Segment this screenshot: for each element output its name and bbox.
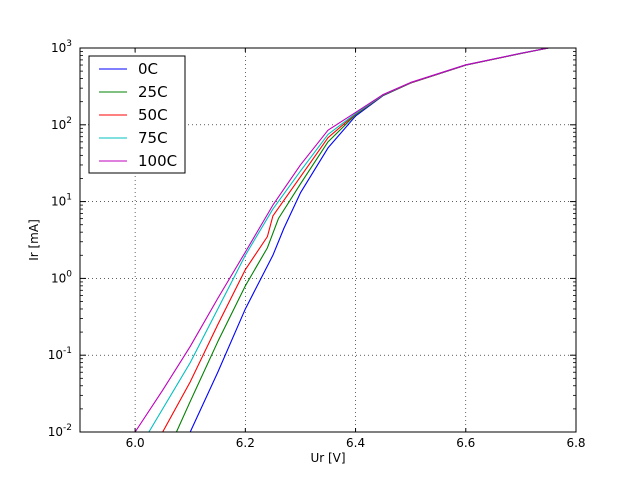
x-tick-label: 6.6 [456,436,475,450]
y-tick-exponent: -1 [63,346,72,356]
y-tick-exponent: 1 [66,193,72,203]
y-tick-label: 10-2 [48,423,72,439]
x-tick-label: 6.0 [126,436,145,450]
y-tick-label: 102 [51,116,72,132]
y-tick-base: 10 [48,425,63,439]
plot-area [134,48,549,432]
y-tick-base: 10 [51,41,66,55]
y-tick-base: 10 [48,348,63,362]
y-tick-base: 10 [51,271,66,285]
y-tick-exponent: 3 [66,39,72,49]
x-tick-label: 6.4 [346,436,365,450]
y-tick-exponent: 0 [66,269,72,279]
y-tick-label: 101 [51,193,72,209]
y-tick-exponent: -2 [63,423,72,433]
x-tick-label: 6.2 [236,436,255,450]
series-line-100c [134,48,549,432]
y-axis-label: Ir [mA] [27,219,41,261]
y-tick-label: 100 [51,269,72,285]
plot-frame [79,47,577,433]
x-tick-label: 6.8 [566,436,585,450]
legend-label-0c: 0C [138,60,158,78]
x-axis-label: Ur [V] [310,451,345,465]
legend: 0C 25C 50C 75C 100C [88,55,186,174]
y-tick-exponent: 2 [66,116,72,126]
y-tick-base: 10 [51,195,66,209]
y-tick-label: 103 [51,39,72,55]
legend-label-25c: 25C [138,83,168,101]
legend-label-50c: 50C [138,106,168,124]
legend-label-75c: 75C [138,129,168,147]
y-tick-label: 10-1 [48,346,72,362]
y-tick-base: 10 [51,118,66,132]
legend-label-100c: 100C [138,152,177,170]
